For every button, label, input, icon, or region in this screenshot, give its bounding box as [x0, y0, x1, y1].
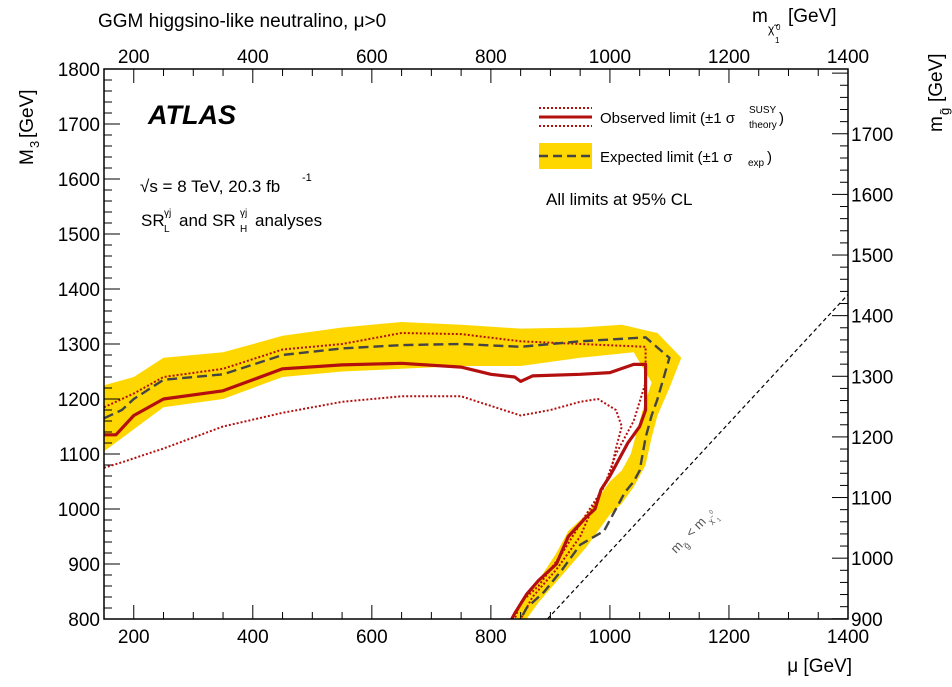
diagonal-label: m g̃ < m χ̃ 0 1: [667, 509, 723, 556]
y-tick-label: 1300: [58, 335, 100, 356]
y-tick-label: 1800: [58, 60, 100, 81]
svg-text:m: m: [926, 116, 947, 132]
y-tick-label: 1400: [58, 280, 100, 301]
top-tick-label: 1400: [827, 47, 869, 68]
legend-observed: Observed limit (±1 σ SUSY theory ): [539, 105, 784, 131]
svg-text:3: 3: [27, 141, 42, 148]
svg-text:Expected limit (±1 σ: Expected limit (±1 σ: [600, 149, 733, 166]
x-tick-label: 200: [118, 627, 150, 648]
top-tick-label: 800: [475, 47, 507, 68]
right-tick-label: 1300: [851, 367, 893, 388]
svg-text:m: m: [752, 6, 768, 27]
svg-text:SR: SR: [141, 211, 165, 230]
x-tick-label: 1200: [708, 627, 750, 648]
svg-text:γj: γj: [240, 208, 247, 219]
top-tick-label: 1200: [708, 47, 750, 68]
svg-text:g̃: g̃: [681, 540, 692, 551]
svg-text:exp: exp: [748, 158, 765, 169]
y-tick-label: 1000: [58, 500, 100, 521]
svg-text:[GeV]: [GeV]: [788, 6, 837, 27]
svg-text:[GeV]: [GeV]: [17, 89, 38, 138]
legend: Observed limit (±1 σ SUSY theory ) Expec…: [539, 105, 784, 169]
x-tick-label: 1000: [589, 627, 631, 648]
y-tick-label: 1100: [59, 445, 100, 466]
energy-label: √s = 8 TeV, 20.3 fb -1: [140, 172, 312, 196]
svg-text:theory: theory: [749, 120, 777, 131]
y-tick-label: 800: [68, 610, 100, 631]
right-axis-label: m g̃ [GeV]: [926, 53, 952, 132]
y-tick-label: 900: [68, 555, 100, 576]
plot-curves: [104, 294, 848, 619]
observed-limit-line: [104, 361, 648, 619]
y-tick-label: 1500: [58, 225, 100, 246]
top-title: GGM higgsino-like neutralino, μ>0: [98, 11, 386, 32]
svg-text:): ): [767, 149, 772, 166]
svg-text:analyses: analyses: [255, 211, 322, 230]
svg-text:m: m: [667, 538, 685, 556]
right-tick-label: 1200: [851, 428, 893, 449]
kinematic-diagonal-line: [546, 294, 848, 619]
svg-text:< m: < m: [683, 514, 709, 540]
top-tick-label: 1000: [589, 47, 631, 68]
top-tick-label: 200: [118, 47, 150, 68]
atlas-label: ATLAS: [147, 100, 236, 130]
svg-text:χ̃: χ̃: [768, 22, 779, 36]
svg-text:L: L: [164, 224, 170, 235]
svg-text:1: 1: [775, 36, 780, 45]
svg-text:SUSY: SUSY: [749, 105, 777, 116]
x-axis-label: μ [GeV]: [787, 656, 852, 677]
x-tick-label: 800: [475, 627, 507, 648]
observed-minus-sigma-line: [104, 395, 623, 619]
right-tick-label: 1500: [851, 246, 893, 267]
expected-limit-line: [104, 336, 671, 619]
x-tick-label: 400: [237, 627, 269, 648]
svg-text:√s = 8 TeV, 20.3 fb: √s = 8 TeV, 20.3 fb: [140, 177, 280, 196]
right-tick-label: 1000: [851, 549, 893, 570]
observed-plus-sigma-line: [104, 331, 647, 619]
y-tick-label: 1200: [58, 390, 100, 411]
svg-text:0: 0: [709, 509, 716, 516]
svg-text:[GeV]: [GeV]: [926, 53, 947, 102]
svg-text:): ): [779, 110, 784, 127]
right-tick-label: 1400: [851, 307, 893, 328]
x-tick-label: 600: [356, 627, 388, 648]
svg-text:-1: -1: [302, 172, 312, 184]
right-tick-label: 1100: [851, 489, 892, 510]
svg-text:H: H: [240, 224, 247, 235]
svg-text:χ̃: χ̃: [707, 514, 718, 525]
top-tick-label: 600: [356, 47, 388, 68]
analyses-label: SR γj L and SR γj H analyses: [141, 208, 322, 235]
plot-area: 200 400 600 800 1000 1200 1400 200 400 600 800 1000…: [58, 47, 894, 648]
top-tick-label: 400: [237, 47, 269, 68]
svg-text:Observed limit (±1 σ: Observed limit (±1 σ: [600, 110, 736, 127]
cl-note: All limits at 95% CL: [546, 190, 692, 209]
svg-text:1: 1: [716, 516, 723, 523]
y-axis-label: M 3 [GeV]: [17, 89, 42, 165]
right-tick-label: 1600: [851, 185, 893, 206]
top-axis-label: m χ̃ 0 1 [GeV]: [752, 6, 837, 45]
svg-text:γj: γj: [164, 208, 171, 219]
x-tick-label: 1400: [827, 627, 869, 648]
svg-text:g̃: g̃: [937, 108, 952, 115]
svg-text:and SR: and SR: [179, 211, 236, 230]
svg-text:0: 0: [776, 23, 781, 32]
right-tick-label: 900: [851, 610, 883, 631]
y-tick-label: 1600: [58, 170, 100, 191]
y-tick-label: 1700: [58, 115, 100, 136]
svg-text:M: M: [17, 149, 38, 165]
expected-band: [104, 322, 682, 619]
right-tick-label: 1700: [851, 125, 893, 146]
legend-expected: Expected limit (±1 σ exp ): [539, 143, 772, 169]
